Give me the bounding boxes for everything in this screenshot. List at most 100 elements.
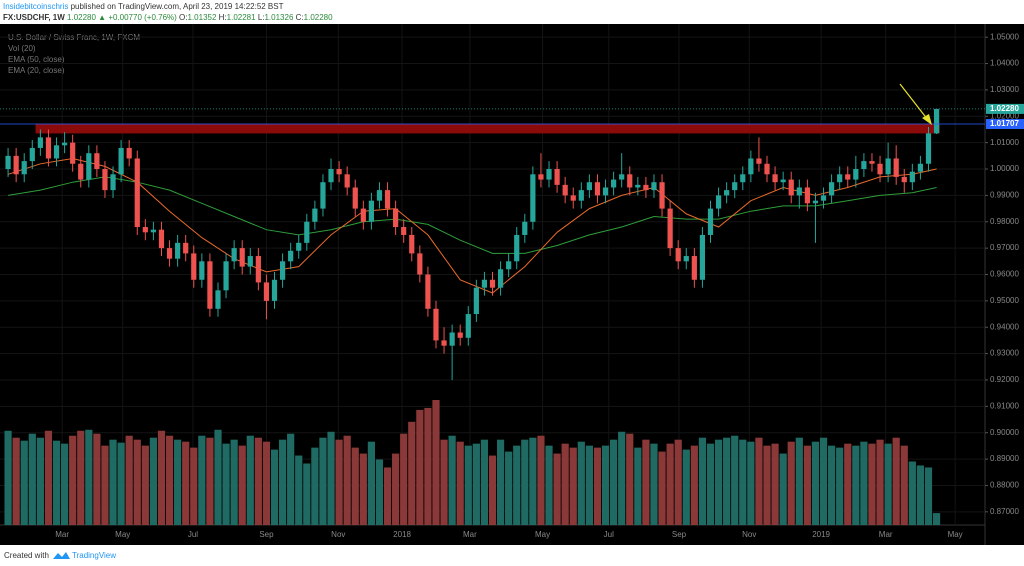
volume-bar <box>424 407 432 525</box>
candle-body <box>279 261 286 280</box>
legend-entry: EMA (20, close) <box>8 66 65 75</box>
y-tick-label: 0.94000 <box>990 322 1019 331</box>
price-label: 1.01707 <box>990 119 1019 128</box>
volume-bar <box>593 447 602 525</box>
candle-body <box>667 208 673 249</box>
y-tick-label: 0.87000 <box>990 507 1019 516</box>
candle-body <box>312 208 318 222</box>
volume-bar <box>93 433 101 525</box>
volume-bar <box>416 409 424 525</box>
volume-bar <box>714 439 723 525</box>
volume-bar <box>666 443 674 525</box>
y-tick-label: 1.00000 <box>990 164 1019 173</box>
candle-body <box>118 147 124 175</box>
volume-bar <box>198 435 206 525</box>
y-tick-label: 1.03000 <box>990 85 1019 94</box>
candle-body <box>247 256 253 267</box>
volume-bar <box>375 459 384 525</box>
volume-bar <box>400 433 408 525</box>
volume-bar <box>513 445 521 525</box>
y-tick-label: 1.02000 <box>990 111 1019 120</box>
volume-bar <box>569 447 577 525</box>
x-tick-label: May <box>535 530 550 539</box>
candle-body <box>933 108 940 134</box>
volume-bar <box>472 443 480 525</box>
candle-body <box>675 248 681 262</box>
volume-bar <box>529 437 537 525</box>
volume-bar <box>674 439 682 525</box>
l: 1.01326 <box>264 13 293 22</box>
candle-body <box>546 169 552 180</box>
candle-body <box>732 182 738 191</box>
candle-body <box>296 242 302 251</box>
x-tick-label: Jul <box>188 530 198 539</box>
candle-body <box>320 182 326 209</box>
volume-bar <box>682 449 690 525</box>
x-tick-label: Sep <box>259 530 274 539</box>
volume-bar <box>900 445 908 525</box>
y-tick-label: 1.01000 <box>990 138 1019 147</box>
candle-body <box>756 158 762 164</box>
candle-body <box>61 142 68 146</box>
candle-body <box>643 184 649 191</box>
h-label: H: <box>219 13 227 22</box>
x-tick-label: Nov <box>742 530 756 539</box>
last: 1.02280 <box>67 13 96 22</box>
volume-bar <box>149 437 158 525</box>
candle-body <box>538 174 544 180</box>
volume-bar <box>182 441 190 525</box>
y-tick-label: 0.93000 <box>990 349 1019 358</box>
volume-bar <box>28 433 36 525</box>
candle-body <box>917 163 924 172</box>
candle-body <box>336 169 342 175</box>
volume-bar <box>448 435 456 525</box>
y-tick-label: 1.04000 <box>990 59 1019 68</box>
candle-body <box>255 256 261 283</box>
volume-bar <box>85 429 93 525</box>
volume-bar <box>577 441 585 525</box>
volume-bar <box>12 437 20 525</box>
candle-body <box>837 174 843 183</box>
brand-logo <box>53 552 70 559</box>
footer-bar <box>0 545 1024 566</box>
candle-body <box>780 179 786 183</box>
candle-body <box>772 174 778 183</box>
volume-bar <box>924 467 933 525</box>
volume-bar <box>480 439 489 525</box>
author[interactable]: Insidebitcoinschris <box>3 2 68 11</box>
volume-bar <box>698 437 707 525</box>
volume-bar <box>303 463 311 525</box>
volume-bar <box>109 439 117 525</box>
volume-bar <box>44 430 53 525</box>
volume-bar <box>610 439 618 525</box>
candle-body <box>627 174 633 188</box>
volume-bar <box>585 445 593 525</box>
candle-body <box>869 161 875 164</box>
candle-body <box>150 229 157 233</box>
candle-body <box>110 174 116 191</box>
volume-bar <box>706 443 715 525</box>
volume-bar <box>836 447 844 525</box>
x-tick-label: Mar <box>879 530 893 539</box>
candle-body <box>457 332 463 338</box>
volume-bar <box>819 437 828 525</box>
candle-body <box>465 314 471 338</box>
footer-brand[interactable]: TradingView <box>72 551 116 560</box>
volume-bar <box>440 439 448 525</box>
volume-label: Vol (20) <box>8 44 36 53</box>
candle-body <box>37 137 43 148</box>
volume-bar <box>319 437 327 525</box>
candle-body <box>425 274 431 309</box>
candle-body <box>893 158 899 177</box>
candle-body <box>497 269 504 288</box>
candle-body <box>788 179 794 196</box>
candle-body <box>804 187 810 204</box>
candle-body <box>473 287 479 315</box>
volume-bar <box>755 437 763 525</box>
volume-bar <box>521 439 529 525</box>
candle-body <box>401 227 407 235</box>
candle-body <box>360 208 366 222</box>
x-tick-label: May <box>948 530 963 539</box>
candle-body <box>724 190 730 196</box>
candle-body <box>175 242 181 259</box>
